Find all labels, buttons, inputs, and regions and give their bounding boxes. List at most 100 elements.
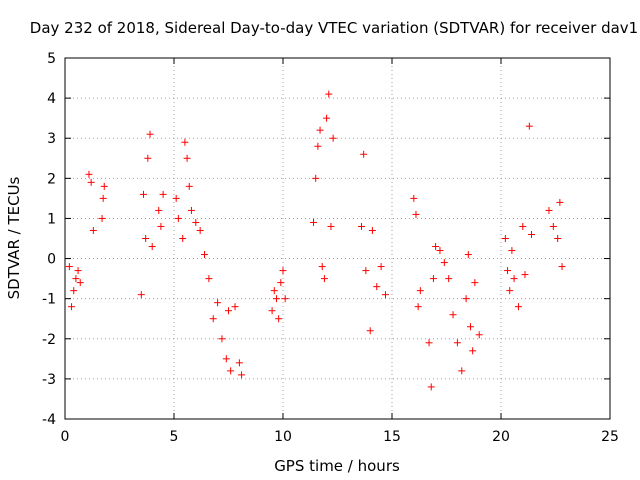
data-point: [281, 295, 289, 303]
data-point: [323, 114, 331, 122]
data-point: [272, 295, 280, 303]
data-point: [368, 226, 376, 234]
data-point: [157, 222, 165, 230]
y-tick-label: 1: [47, 211, 56, 227]
data-point: [416, 287, 424, 295]
data-point: [475, 331, 483, 339]
data-point: [318, 263, 326, 271]
data-point: [314, 142, 322, 150]
data-point: [469, 347, 477, 355]
data-point: [462, 295, 470, 303]
data-point: [148, 243, 156, 251]
data-point: [155, 206, 163, 214]
x-tick-label: 5: [170, 429, 179, 445]
data-point: [362, 267, 370, 275]
data-point: [235, 359, 243, 367]
y-tick-label: -3: [42, 372, 56, 388]
data-point: [510, 275, 518, 283]
data-point: [453, 339, 461, 347]
data-point: [268, 307, 276, 315]
data-point: [159, 190, 167, 198]
data-point: [414, 303, 422, 311]
x-tick-label: 10: [274, 429, 292, 445]
data-point: [196, 226, 204, 234]
data-point: [312, 174, 320, 182]
data-point: [187, 206, 195, 214]
axis-ticks: 0 5 10 15 20 25 -4 -3 -2 -1 0 1 2 3 4 5: [42, 51, 619, 445]
data-point: [366, 327, 374, 335]
data-point: [514, 303, 522, 311]
data-point: [231, 303, 239, 311]
data-point: [146, 130, 154, 138]
data-points: [65, 90, 566, 391]
y-tick-label: -2: [42, 332, 56, 348]
data-point: [218, 335, 226, 343]
grid: [65, 58, 610, 419]
data-point: [449, 311, 457, 319]
data-point: [549, 222, 557, 230]
data-point: [440, 259, 448, 267]
data-point: [325, 90, 333, 98]
y-tick-label: 0: [47, 252, 56, 268]
data-point: [427, 383, 435, 391]
x-tick-label: 0: [61, 429, 70, 445]
data-point: [142, 235, 150, 242]
data-point: [357, 222, 365, 230]
data-point: [99, 194, 107, 202]
data-point: [87, 178, 95, 186]
data-point: [528, 230, 536, 238]
data-point: [205, 275, 213, 283]
data-point: [144, 154, 152, 162]
y-axis-label: SDTVAR / TECUs: [5, 176, 23, 299]
data-point: [429, 275, 437, 283]
plot-frame: [64, 57, 611, 420]
data-point: [100, 182, 108, 190]
data-point: [201, 251, 209, 259]
data-point: [181, 138, 189, 146]
data-point: [501, 235, 509, 242]
data-point: [554, 235, 562, 242]
y-tick-label: -1: [42, 292, 56, 308]
data-point: [74, 267, 82, 275]
data-point: [327, 222, 335, 230]
data-point: [545, 206, 553, 214]
data-point: [410, 194, 418, 202]
data-point: [214, 299, 222, 307]
data-point: [425, 339, 433, 347]
data-point: [381, 291, 389, 299]
data-point: [556, 198, 564, 206]
y-tick-label: 3: [47, 131, 56, 147]
data-point: [185, 182, 193, 190]
data-point: [270, 287, 278, 295]
data-point: [412, 210, 420, 218]
data-point: [377, 263, 385, 271]
y-tick-label: 2: [47, 171, 56, 187]
data-point: [139, 190, 147, 198]
data-point: [464, 251, 472, 259]
data-point: [466, 323, 474, 331]
data-point: [76, 279, 84, 287]
data-point: [279, 267, 287, 275]
data-point: [192, 218, 200, 226]
data-point: [508, 247, 516, 255]
data-point: [68, 303, 76, 311]
data-point: [209, 315, 217, 323]
data-point: [373, 283, 381, 291]
data-point: [98, 214, 106, 222]
data-point: [277, 279, 285, 287]
data-point: [471, 279, 479, 287]
data-point: [521, 271, 529, 279]
data-point: [504, 267, 512, 275]
data-point: [436, 247, 444, 255]
chart-title: Day 232 of 2018, Sidereal Day-to-day VTE…: [30, 19, 638, 37]
data-point: [458, 367, 466, 375]
data-point: [179, 235, 187, 242]
data-point: [172, 194, 180, 202]
data-point: [137, 291, 145, 299]
data-point: [174, 214, 182, 222]
data-point: [558, 263, 566, 271]
data-point: [360, 150, 368, 158]
data-point: [89, 226, 97, 234]
data-point: [329, 134, 337, 142]
data-point: [72, 275, 80, 283]
